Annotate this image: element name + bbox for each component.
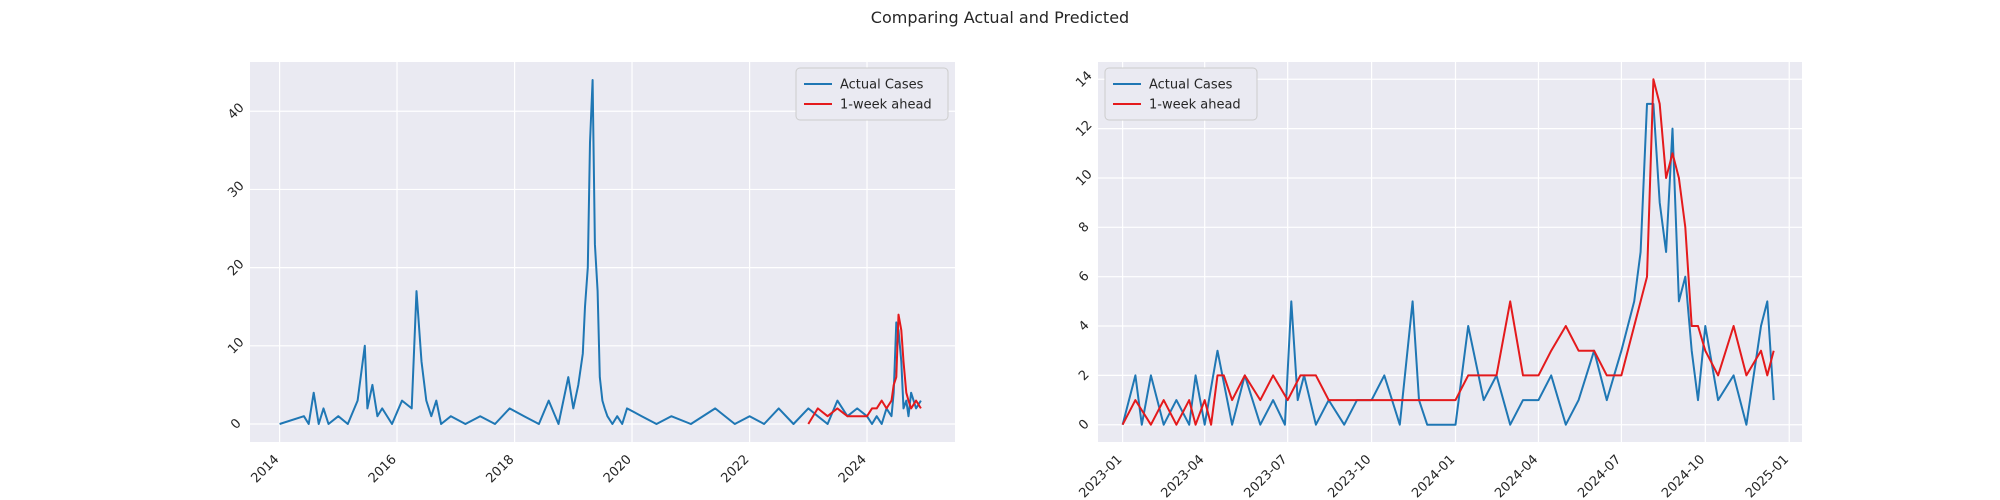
y-tick-label: 4 xyxy=(1076,318,1092,334)
series-line-actual-cases xyxy=(1121,102,1775,426)
series-line-actual-cases xyxy=(279,79,922,425)
x-tick-label: 2022 xyxy=(718,452,752,486)
plot-area xyxy=(1098,62,1802,442)
series-line-1-week-ahead xyxy=(807,313,922,425)
x-tick-label: 2024-04 xyxy=(1492,452,1541,500)
y-tick-label: 20 xyxy=(225,257,247,279)
x-tick-label: 2014 xyxy=(248,452,282,486)
legend-box xyxy=(795,67,949,121)
x-tick-label: 2025-01 xyxy=(1743,452,1792,500)
x-tick-label: 2023-01 xyxy=(1076,452,1125,500)
chart-2: 2023-01 2023-04 2023-07 2023-10 2024-01 2024-… xyxy=(1073,62,1802,500)
legend: Actual Cases 1-week ahead xyxy=(1104,67,1258,121)
legend-box xyxy=(1104,67,1258,121)
legend: Actual Cases 1-week ahead xyxy=(795,67,949,121)
plot-area xyxy=(250,62,955,442)
y-tick-label: 12 xyxy=(1073,118,1095,140)
x-tick-label: 2018 xyxy=(483,452,517,486)
x-tick-label: 2020 xyxy=(601,452,635,486)
y-tick-label: 0 xyxy=(1076,417,1092,433)
x-tick-label: 2023-04 xyxy=(1159,452,1208,500)
figure-title: Comparing Actual and Predicted xyxy=(870,8,1130,27)
series-line-1-week-ahead xyxy=(1121,78,1775,426)
x-tick-label: 2024-07 xyxy=(1575,452,1624,500)
x-tick-label: 2024-10 xyxy=(1659,452,1708,500)
x-tick-label: 2016 xyxy=(366,452,400,486)
x-tick-label: 2023-10 xyxy=(1325,452,1374,500)
x-tick-label: 2024-01 xyxy=(1409,452,1458,500)
legend-label: Actual Cases xyxy=(840,78,924,93)
legend-label: Actual Cases xyxy=(1149,78,1233,93)
x-tick-label: 2023-07 xyxy=(1241,452,1290,500)
y-tick-label: 14 xyxy=(1073,68,1095,90)
y-tick-label: 6 xyxy=(1076,269,1092,285)
chart-1: 2014 2016 2018 2020 2022 2024 0 10 20 30 40 Actual … xyxy=(225,62,955,486)
y-tick-label: 0 xyxy=(228,416,244,432)
y-tick-label: 8 xyxy=(1076,219,1092,235)
y-tick-label: 30 xyxy=(225,179,247,201)
y-tick-label: 10 xyxy=(1073,167,1095,189)
y-tick-label: 2 xyxy=(1076,367,1092,383)
legend-label: 1-week ahead xyxy=(1149,98,1241,113)
y-tick-label: 40 xyxy=(225,100,247,122)
x-tick-label: 2024 xyxy=(836,452,870,486)
legend-label: 1-week ahead xyxy=(840,98,932,113)
y-tick-label: 10 xyxy=(225,335,247,357)
